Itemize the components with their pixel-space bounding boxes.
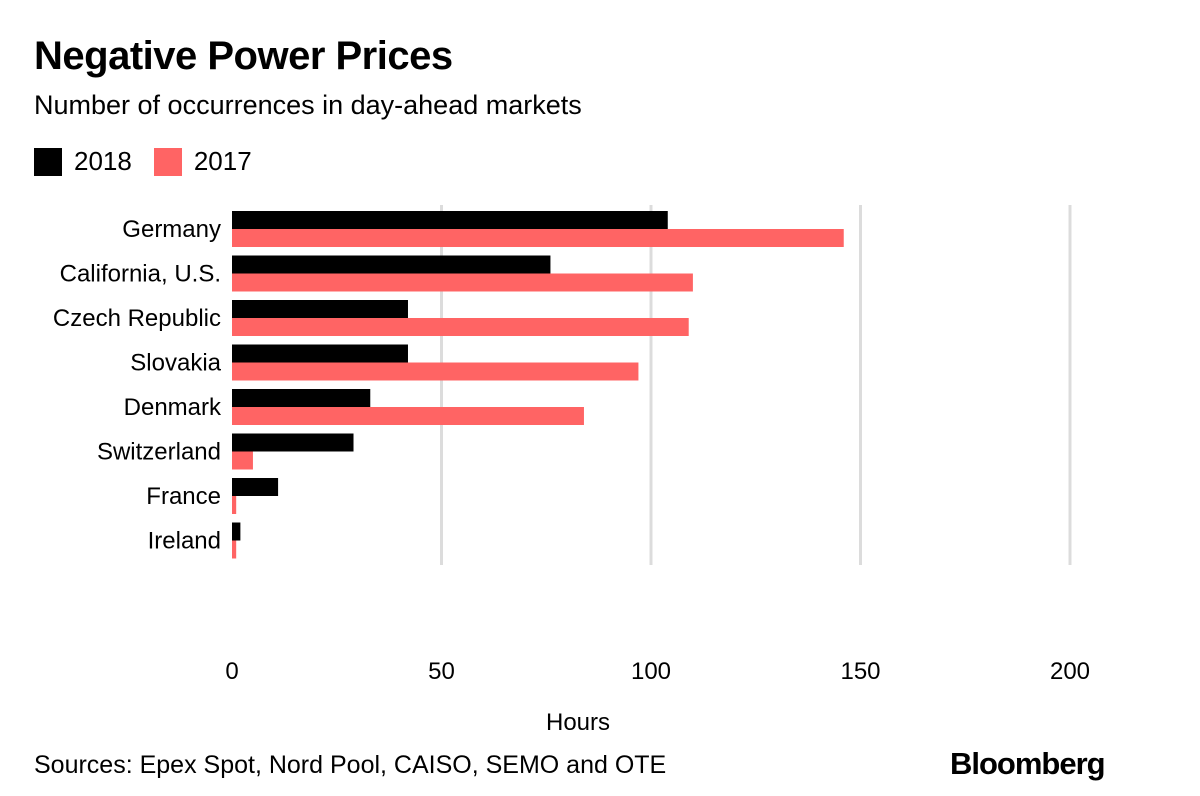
- x-tick-label-200: 200: [1050, 658, 1090, 685]
- bar-2018-france: [232, 478, 279, 496]
- category-label: Switzerland: [97, 439, 221, 466]
- bar-2017-california-u-s: [232, 273, 693, 292]
- bar-2017-denmark: [232, 407, 584, 425]
- x-tick-label-150: 150: [840, 658, 880, 685]
- source-note: Sources: Epex Spot, Nord Pool, CAISO, SE…: [34, 751, 667, 779]
- bar-2018-switzerland: [232, 433, 354, 452]
- category-label: Slovakia: [130, 350, 221, 377]
- legend-swatch-2017: [153, 147, 182, 176]
- bar-2018-slovakia: [232, 344, 408, 363]
- legend-label-2018: 2018: [74, 146, 132, 176]
- bar-2018-denmark: [232, 389, 371, 407]
- bar-2018-california-u-s: [232, 255, 551, 274]
- legend: 2018 2017: [34, 146, 274, 177]
- bar-2017-germany: [232, 229, 844, 247]
- category-label: Czech Republic: [53, 305, 221, 332]
- category-label: Germany: [122, 216, 221, 243]
- category-label: California, U.S.: [60, 261, 221, 288]
- bloomberg-logo: Bloomberg: [950, 746, 1106, 781]
- category-label: Denmark: [124, 394, 222, 421]
- bar-2017-france: [232, 496, 237, 514]
- legend-swatch-2018: [34, 147, 62, 176]
- category-label: Ireland: [148, 528, 221, 555]
- x-axis-label: Hours: [546, 709, 610, 736]
- x-tick-label-100: 100: [631, 658, 671, 685]
- bar-2017-czech-republic: [232, 318, 689, 336]
- bar-2017-slovakia: [232, 362, 639, 381]
- category-label: France: [146, 483, 221, 510]
- x-tick-label-0: 0: [225, 658, 238, 685]
- chart-subtitle: Number of occurrences in day-ahead marke…: [34, 90, 582, 120]
- x-tick-label-50: 50: [428, 658, 455, 685]
- bar-2018-czech-republic: [232, 300, 408, 318]
- bar-2017-switzerland: [232, 451, 253, 470]
- chart-title: Negative Power Prices: [34, 34, 453, 78]
- legend-label-2017: 2017: [193, 146, 252, 176]
- legend-item-2018: 2018: [34, 146, 132, 177]
- bar-2017-ireland: [232, 540, 237, 559]
- bar-2018-ireland: [232, 522, 241, 541]
- bar-2018-germany: [232, 211, 668, 229]
- legend-item-2017: 2017: [153, 146, 252, 177]
